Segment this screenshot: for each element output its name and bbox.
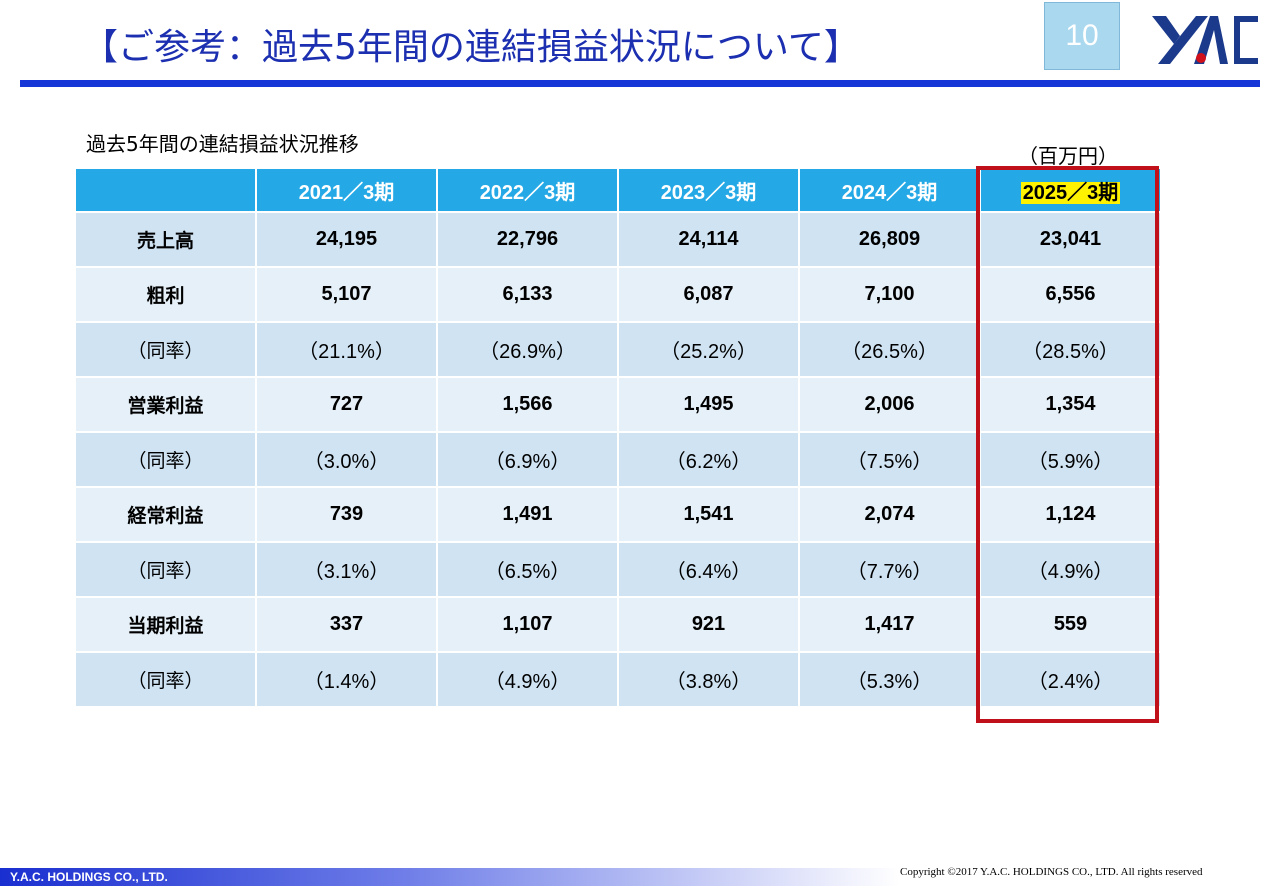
table-cell: （3.8%） (617, 651, 800, 708)
table-cell: （1.4%） (255, 651, 438, 708)
table-row: （同率） （3.1%） （6.5%） （6.4%） （7.7%） （4.9%） (74, 541, 1162, 598)
table-cell: （2.4%） (979, 651, 1162, 708)
table-cell: 1,491 (436, 486, 619, 543)
row-label: 売上高 (74, 211, 257, 268)
table-cell: （26.9%） (436, 321, 619, 378)
table-cell: （26.5%） (798, 321, 981, 378)
table-cell: （6.9%） (436, 431, 619, 488)
table-cell: 1,417 (798, 596, 981, 653)
table-cell: 2,074 (798, 486, 981, 543)
table-cell: 739 (255, 486, 438, 543)
row-label: （同率） (74, 431, 257, 488)
unit-label: （百万円） (1018, 144, 1118, 168)
table-cell: 24,195 (255, 211, 438, 268)
table-cell: 921 (617, 596, 800, 653)
table-cell: 6,087 (617, 266, 800, 323)
page-number: 10 (1044, 2, 1120, 70)
table-cell: （3.0%） (255, 431, 438, 488)
table-cell: （6.2%） (617, 431, 800, 488)
table-cell: 337 (255, 596, 438, 653)
table-cell: （4.9%） (979, 541, 1162, 598)
title-divider (20, 80, 1260, 87)
header-cell-2021: 2021／3期 (255, 167, 438, 213)
table-cell: （21.1%） (255, 321, 438, 378)
table-cell: 6,133 (436, 266, 619, 323)
table-caption: 過去5年間の連結損益状況推移 (86, 132, 359, 156)
row-label: 当期利益 (74, 596, 257, 653)
header-cell-empty (74, 167, 257, 213)
table-row: 営業利益 727 1,566 1,495 2,006 1,354 (74, 376, 1162, 433)
table-row: 当期利益 337 1,107 921 1,417 559 (74, 596, 1162, 653)
table-cell: （7.5%） (798, 431, 981, 488)
table-cell: 23,041 (979, 211, 1162, 268)
table-cell: （3.1%） (255, 541, 438, 598)
table-cell: （4.9%） (436, 651, 619, 708)
table-cell: 1,354 (979, 376, 1162, 433)
table-cell: 1,107 (436, 596, 619, 653)
table-cell: 727 (255, 376, 438, 433)
slide-title: 【ご参考：過去5年間の連結損益状況について】 (82, 27, 860, 68)
header-cell-2023: 2023／3期 (617, 167, 800, 213)
row-label: 経常利益 (74, 486, 257, 543)
table-row: 経常利益 739 1,491 1,541 2,074 1,124 (74, 486, 1162, 543)
highlighted-period: 2025／3期 (1020, 181, 1121, 204)
table-cell: （7.7%） (798, 541, 981, 598)
table-cell: 1,495 (617, 376, 800, 433)
table-cell: （5.9%） (979, 431, 1162, 488)
row-label: （同率） (74, 541, 257, 598)
table-cell: 7,100 (798, 266, 981, 323)
table-cell: 6,556 (979, 266, 1162, 323)
table-cell: 22,796 (436, 211, 619, 268)
copyright-notice: Copyright ©2017 Y.A.C. HOLDINGS CO., LTD… (900, 866, 1203, 878)
table-cell: （6.5%） (436, 541, 619, 598)
yac-logo (1152, 16, 1258, 64)
table-row: （同率） （1.4%） （4.9%） （3.8%） （5.3%） （2.4%） (74, 651, 1162, 708)
table-row: 売上高 24,195 22,796 24,114 26,809 23,041 (74, 211, 1162, 268)
row-label: 営業利益 (74, 376, 257, 433)
table-cell: 559 (979, 596, 1162, 653)
footer-company-name: Y.A.C. HOLDINGS CO., LTD. (10, 870, 168, 884)
table-cell: 26,809 (798, 211, 981, 268)
table-row: （同率） （21.1%） （26.9%） （25.2%） （26.5%） （28… (74, 321, 1162, 378)
financial-table: 2021／3期 2022／3期 2023／3期 2024／3期 2025／3期 … (74, 167, 1162, 708)
table-cell: （5.3%） (798, 651, 981, 708)
row-label: （同率） (74, 321, 257, 378)
row-label: 粗利 (74, 266, 257, 323)
table-row: 粗利 5,107 6,133 6,087 7,100 6,556 (74, 266, 1162, 323)
table-cell: 5,107 (255, 266, 438, 323)
table-cell: （6.4%） (617, 541, 800, 598)
header-cell-2025: 2025／3期 (979, 167, 1162, 213)
table-cell: （25.2%） (617, 321, 800, 378)
table-cell: 1,124 (979, 486, 1162, 543)
header-cell-2022: 2022／3期 (436, 167, 619, 213)
table-cell: （28.5%） (979, 321, 1162, 378)
row-label: （同率） (74, 651, 257, 708)
table-cell: 2,006 (798, 376, 981, 433)
table-row: （同率） （3.0%） （6.9%） （6.2%） （7.5%） （5.9%） (74, 431, 1162, 488)
table-cell: 1,566 (436, 376, 619, 433)
footer-bar (0, 868, 900, 886)
table-header-row: 2021／3期 2022／3期 2023／3期 2024／3期 2025／3期 (74, 167, 1162, 213)
table-cell: 24,114 (617, 211, 800, 268)
table-cell: 1,541 (617, 486, 800, 543)
header-cell-2024: 2024／3期 (798, 167, 981, 213)
